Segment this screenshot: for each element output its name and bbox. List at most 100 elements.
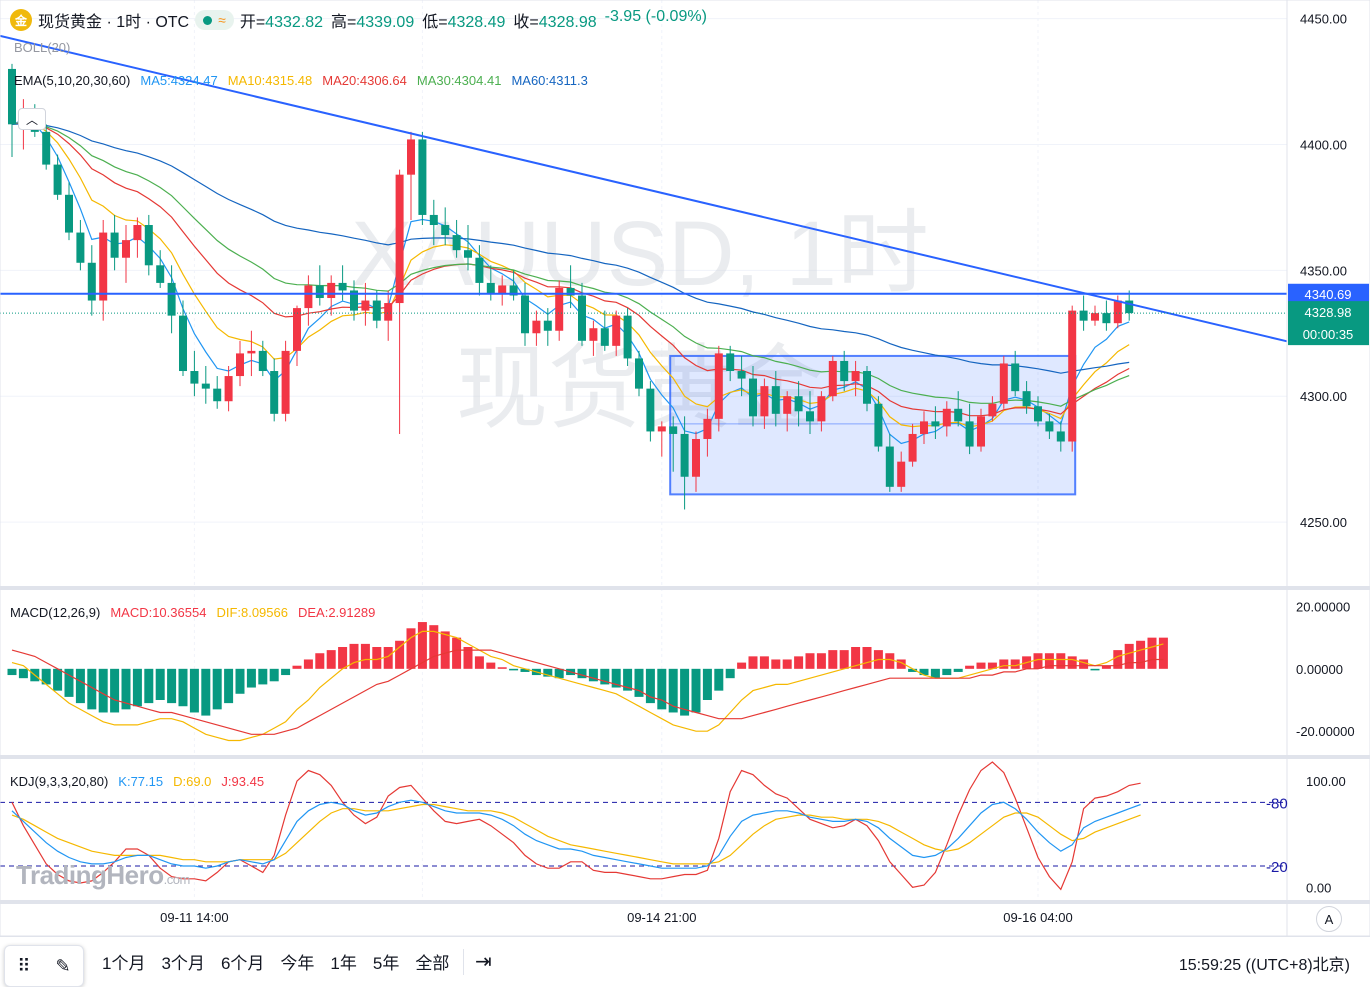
macd-histogram-bar bbox=[714, 668, 724, 691]
candle-body bbox=[794, 396, 803, 412]
auto-scale-button[interactable]: A bbox=[1316, 906, 1342, 932]
candle-body bbox=[578, 295, 586, 341]
macd-histogram-bar bbox=[132, 668, 142, 707]
macd-histogram-bar bbox=[1067, 656, 1077, 669]
candle-body bbox=[965, 421, 974, 447]
candle-body bbox=[156, 265, 165, 283]
collapse-legend-button[interactable]: ︿ bbox=[18, 108, 46, 130]
ma30-value: MA30:4304.41 bbox=[416, 73, 502, 88]
macd-histogram-bar bbox=[110, 668, 120, 713]
candle-body bbox=[361, 300, 370, 311]
last-price-tag bbox=[1288, 301, 1369, 346]
drawing-lines bbox=[0, 34, 1288, 343]
candle-body bbox=[749, 378, 757, 417]
candle-body bbox=[327, 282, 336, 299]
k-value: K:77.15 bbox=[118, 774, 164, 789]
ema-legend[interactable]: EMA(5,10,20,30,60) MA5:4324.47 MA10:4315… bbox=[14, 73, 588, 88]
range-1y[interactable]: 1年 bbox=[330, 954, 357, 973]
clock-timezone[interactable]: 15:59:25 ((UTC+8)北京) bbox=[1178, 957, 1350, 974]
candle-body bbox=[338, 282, 347, 291]
macd-histogram-bar bbox=[258, 668, 268, 685]
goto-date-icon[interactable]: ⇥ bbox=[475, 951, 492, 973]
macd-value: MACD:10.36554 bbox=[110, 605, 207, 620]
candle-body bbox=[760, 386, 769, 417]
macd-histogram-bar bbox=[383, 647, 393, 669]
candle-body bbox=[53, 164, 62, 195]
symbol-title[interactable]: 现货黄金 · 1时 · OTC bbox=[38, 14, 190, 31]
candle-body bbox=[954, 408, 963, 422]
grid-lines bbox=[0, 0, 1287, 900]
macd-histogram-bar bbox=[725, 668, 735, 679]
macd-histogram-bar bbox=[942, 668, 952, 676]
macd-histogram-bar bbox=[7, 668, 17, 676]
candle-body bbox=[418, 139, 427, 215]
ma60-value: MA60:4311.3 bbox=[511, 73, 588, 88]
candle-body bbox=[395, 174, 404, 304]
macd-histogram-bar bbox=[748, 656, 758, 669]
candle-body bbox=[1022, 391, 1031, 407]
countdown-label: 00:00:35 bbox=[1303, 327, 1354, 342]
macd-histogram-bar bbox=[246, 668, 256, 688]
macd-histogram-bar bbox=[759, 656, 769, 669]
macd-histogram-bar bbox=[41, 668, 51, 685]
candle-body bbox=[110, 232, 119, 258]
range-5y[interactable]: 5年 bbox=[372, 954, 400, 973]
candle-body bbox=[771, 386, 780, 414]
j-value: J:93.45 bbox=[221, 774, 265, 789]
macd-histogram-bar bbox=[360, 643, 370, 669]
macd-histogram-bar bbox=[463, 647, 473, 669]
kdj-legend[interactable]: KDJ(9,3,3,20,80) K:77.15 D:69.0 J:93.45 bbox=[10, 774, 264, 789]
tradinghero-logo: TradingHero.com bbox=[16, 860, 190, 891]
macd-histogram-bar bbox=[953, 668, 963, 672]
macd-histogram-bar bbox=[224, 668, 234, 704]
trend-line bbox=[0, 34, 1288, 343]
candle-body bbox=[1045, 421, 1054, 432]
market-status[interactable]: ≈ bbox=[195, 10, 234, 30]
boll-legend[interactable]: BOLL(20) bbox=[14, 40, 70, 55]
candle-body bbox=[1113, 300, 1122, 324]
candle-body bbox=[897, 461, 906, 487]
drawing-tools-popup[interactable]: ⠿ ✎ bbox=[4, 945, 84, 987]
candle-body bbox=[988, 403, 997, 417]
macd-legend[interactable]: MACD(12,26,9) MACD:10.36554 DIF:8.09566 … bbox=[10, 605, 375, 620]
range-1m[interactable]: 1个月 bbox=[102, 954, 146, 973]
range-6m[interactable]: 6个月 bbox=[220, 954, 265, 973]
range-ytd[interactable]: 今年 bbox=[280, 954, 315, 973]
candle-body bbox=[726, 353, 735, 372]
macd-histogram-bar bbox=[588, 668, 598, 682]
candle-body bbox=[441, 225, 450, 236]
macd-histogram-bar bbox=[976, 662, 986, 669]
ma5-value: MA5:4324.47 bbox=[140, 73, 218, 88]
boll-label: BOLL(20) bbox=[14, 40, 71, 55]
candle-body bbox=[133, 225, 142, 241]
candle-body bbox=[315, 285, 324, 299]
macd-histogram-bar bbox=[338, 647, 348, 669]
macd-histogram-bar bbox=[201, 668, 211, 716]
chart-canvas: XAUUSD, 1时 现货黄金 4450.004400.004350.00430… bbox=[0, 0, 1370, 936]
candle-body bbox=[1011, 363, 1020, 392]
drag-handle-icon[interactable]: ⠿ bbox=[17, 955, 31, 976]
macd-histogram-bar bbox=[98, 668, 108, 713]
candle-body bbox=[680, 433, 689, 477]
candle-body bbox=[201, 383, 210, 389]
range-3m[interactable]: 3个月 bbox=[161, 954, 205, 973]
macd-histogram-bar bbox=[999, 659, 1009, 669]
macd-histogram-bar bbox=[372, 647, 382, 669]
dea-line bbox=[11, 649, 1164, 735]
candle-body bbox=[144, 225, 153, 266]
candle-body bbox=[293, 308, 301, 351]
time-tick-label: 09-14 21:00 bbox=[627, 910, 696, 925]
macd-histogram-bar bbox=[543, 668, 553, 677]
axes: 4450.00 4400.00 4350.00 4300.00 4250.00 09-11… bbox=[0, 0, 1370, 936]
price-tick-label: 4450.00 bbox=[1300, 12, 1347, 27]
candle-body bbox=[806, 411, 814, 422]
brush-icon[interactable]: ✎ bbox=[55, 955, 71, 976]
dea-value: DEA:2.91289 bbox=[297, 605, 376, 620]
macd-histogram-bar bbox=[680, 668, 690, 716]
candle-body bbox=[851, 371, 860, 382]
macd-histogram-bar bbox=[406, 628, 416, 669]
range-all[interactable]: 全部 bbox=[415, 954, 450, 973]
ma60-line bbox=[11, 123, 1130, 374]
candle-body bbox=[247, 350, 256, 354]
macd-histogram-bar bbox=[816, 653, 826, 669]
